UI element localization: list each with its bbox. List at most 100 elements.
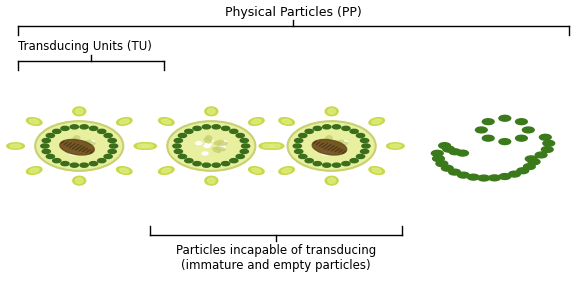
Circle shape	[325, 145, 330, 147]
Circle shape	[431, 150, 443, 156]
Circle shape	[221, 141, 227, 144]
Text: Particles incapable of transducing
(immature and empty particles): Particles incapable of transducing (imma…	[176, 244, 376, 272]
Circle shape	[97, 129, 106, 133]
Ellipse shape	[372, 119, 382, 124]
Circle shape	[104, 133, 112, 138]
Ellipse shape	[252, 168, 261, 173]
Circle shape	[535, 152, 547, 158]
Ellipse shape	[328, 178, 335, 183]
Ellipse shape	[73, 107, 86, 116]
Circle shape	[241, 144, 249, 148]
Circle shape	[305, 129, 313, 133]
Circle shape	[539, 134, 551, 140]
Ellipse shape	[72, 138, 79, 143]
Circle shape	[293, 144, 301, 148]
Circle shape	[489, 175, 501, 181]
Circle shape	[356, 133, 365, 138]
Ellipse shape	[60, 140, 95, 155]
Ellipse shape	[206, 136, 212, 141]
Circle shape	[61, 126, 69, 131]
Circle shape	[515, 119, 527, 125]
Ellipse shape	[167, 121, 255, 171]
Ellipse shape	[75, 178, 83, 183]
Ellipse shape	[205, 107, 218, 116]
Circle shape	[339, 145, 345, 148]
Ellipse shape	[335, 140, 343, 145]
Ellipse shape	[142, 144, 153, 148]
Ellipse shape	[326, 136, 332, 141]
Ellipse shape	[328, 109, 335, 114]
Circle shape	[108, 150, 116, 154]
Circle shape	[236, 154, 244, 159]
Circle shape	[46, 133, 55, 138]
Circle shape	[541, 147, 553, 152]
Circle shape	[323, 125, 331, 129]
Ellipse shape	[325, 176, 338, 185]
Circle shape	[313, 126, 322, 131]
Circle shape	[360, 150, 369, 154]
Ellipse shape	[249, 118, 264, 125]
Circle shape	[230, 159, 238, 163]
Circle shape	[299, 133, 307, 138]
Circle shape	[87, 145, 93, 148]
Ellipse shape	[282, 119, 291, 124]
Circle shape	[109, 144, 117, 148]
Ellipse shape	[73, 176, 86, 185]
Circle shape	[436, 161, 448, 166]
Circle shape	[236, 133, 244, 138]
Circle shape	[499, 115, 511, 121]
Circle shape	[342, 126, 350, 131]
Ellipse shape	[217, 142, 227, 145]
Circle shape	[295, 138, 303, 142]
Ellipse shape	[369, 167, 384, 174]
Ellipse shape	[29, 168, 39, 173]
Ellipse shape	[26, 167, 42, 174]
Circle shape	[72, 145, 78, 147]
Circle shape	[205, 143, 211, 146]
Circle shape	[443, 146, 454, 152]
Circle shape	[313, 161, 322, 166]
Ellipse shape	[80, 148, 88, 152]
Circle shape	[203, 125, 211, 129]
Circle shape	[203, 163, 211, 167]
Circle shape	[475, 127, 487, 133]
Ellipse shape	[333, 148, 340, 152]
Ellipse shape	[134, 143, 151, 149]
Circle shape	[212, 125, 220, 129]
Circle shape	[326, 143, 332, 146]
Ellipse shape	[205, 176, 218, 185]
Circle shape	[221, 161, 230, 166]
Ellipse shape	[259, 143, 276, 149]
Circle shape	[174, 138, 183, 142]
Circle shape	[356, 154, 365, 159]
Circle shape	[89, 126, 97, 131]
Circle shape	[524, 164, 535, 169]
Circle shape	[449, 149, 461, 155]
Ellipse shape	[83, 147, 93, 151]
Circle shape	[97, 159, 106, 163]
Circle shape	[70, 152, 76, 155]
Ellipse shape	[117, 167, 132, 174]
Circle shape	[517, 168, 529, 174]
Circle shape	[240, 150, 248, 154]
Ellipse shape	[10, 144, 21, 148]
Ellipse shape	[82, 140, 91, 145]
Circle shape	[332, 125, 340, 129]
Circle shape	[104, 154, 112, 159]
Circle shape	[61, 161, 69, 166]
Circle shape	[193, 126, 201, 131]
Ellipse shape	[208, 109, 215, 114]
Circle shape	[441, 165, 453, 171]
Circle shape	[185, 129, 193, 133]
Circle shape	[467, 174, 479, 180]
Circle shape	[528, 159, 540, 165]
Ellipse shape	[74, 136, 80, 141]
Ellipse shape	[338, 142, 348, 145]
Circle shape	[515, 135, 527, 141]
Circle shape	[53, 129, 61, 133]
Text: Transducing Units (TU): Transducing Units (TU)	[18, 40, 151, 53]
Ellipse shape	[252, 119, 261, 124]
Ellipse shape	[7, 143, 25, 149]
Ellipse shape	[29, 119, 39, 124]
Circle shape	[299, 154, 307, 159]
